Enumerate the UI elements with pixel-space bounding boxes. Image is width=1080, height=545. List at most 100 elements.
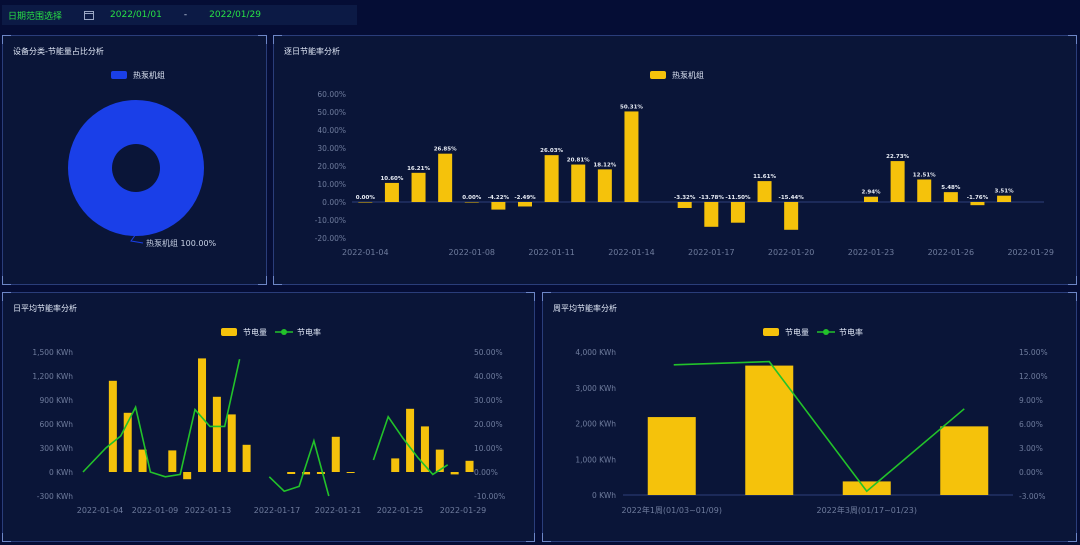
daily-bar (597, 169, 612, 202)
wavg-bar (842, 481, 891, 495)
daily-bar (784, 202, 799, 230)
davg-y-left-tick: 300 KWh (39, 444, 73, 453)
daily-bar-label: 10.60% (380, 176, 403, 182)
wavg-y-left-tick: 4,000 KWh (575, 348, 616, 357)
davg-bar (302, 472, 311, 475)
davg-y-left-tick: 1,500 KWh (32, 348, 73, 357)
daily-y-tick: 40.00% (317, 126, 346, 135)
daily-bar (890, 161, 905, 202)
davg-y-left-tick: 900 KWh (39, 396, 73, 405)
weekly-avg-panel: 周平均节能率分析 节电量 节电率 4,000 KWh 3,000 KWh 2,000 K… (542, 292, 1077, 542)
davg-bar (406, 408, 415, 472)
weekly-avg-panel-title: 周平均节能率分析 (553, 304, 617, 313)
daily-bar-label: -2.49% (514, 195, 536, 201)
davg-legend-rate-label: 节电率 (297, 327, 321, 337)
wavg-bar (940, 426, 989, 495)
daily-avg-chart: 节电量 节电率 1,500 KWh 1,200 KWh 900 KWh 600 KWh 30… (32, 327, 505, 515)
daily-bar-label: 18.12% (593, 162, 616, 168)
end-date-input[interactable]: 2022/01/29 (209, 10, 262, 20)
daily-bar (438, 153, 453, 202)
daily-bar-label: 12.51% (913, 172, 936, 178)
daily-bar (864, 196, 878, 202)
daily-y-tick: 60.00% (317, 90, 346, 99)
davg-rate-line (82, 359, 241, 478)
daily-bar-label: -11.50% (725, 195, 751, 201)
davg-y-left-tick: 600 KWh (39, 420, 73, 429)
daily-y-tick: 0.00% (322, 198, 346, 207)
date-range-filter[interactable]: 日期范围选择 2022/01/01 - 2022/01/29 (2, 5, 357, 25)
davg-rate-line (372, 415, 449, 476)
davg-bar (138, 449, 147, 472)
daily-bar-label: 2.94% (861, 190, 881, 196)
wavg-legend-energy-label: 节电量 (785, 327, 809, 337)
daily-bar (624, 111, 639, 202)
daily-y-tick: -10.00% (315, 216, 346, 225)
davg-bar (108, 380, 117, 472)
davg-y-right-tick: -10.00% (474, 492, 505, 501)
wavg-legend-rate-swatch-dot (823, 329, 829, 335)
daily-bar-label: 5.48% (941, 185, 961, 191)
davg-bar (450, 472, 459, 475)
davg-bar (316, 472, 325, 474)
davg-bar (123, 412, 132, 472)
wavg-bar (647, 417, 696, 495)
davg-x-tick: 2022-01-29 (440, 506, 487, 515)
wavg-x-tick: 2022年3周(01/17~01/23) (816, 505, 917, 515)
davg-legend-energy-swatch (221, 328, 237, 336)
wavg-y-right-tick: 9.00% (1019, 396, 1043, 405)
daily-bar-label: 20.81% (567, 158, 590, 164)
wavg-legend-energy-swatch (763, 328, 779, 336)
weekly-avg-chart: 节电量 节电率 4,000 KWh 3,000 KWh 2,000 KWh 1,000 K… (575, 327, 1048, 515)
davg-x-tick: 2022-01-21 (315, 506, 362, 515)
daily-x-tick: 2022-01-26 (928, 248, 975, 257)
daily-bar-label: -4.22% (488, 195, 510, 201)
daily-bar (730, 202, 745, 223)
davg-bar (331, 436, 340, 472)
daily-bar (571, 164, 586, 202)
davg-bar (420, 426, 429, 472)
wavg-rate-line (673, 360, 965, 493)
calendar-icon[interactable] (84, 10, 95, 20)
daily-bar (677, 202, 692, 208)
davg-y-right-tick: 0.00% (474, 468, 498, 477)
daily-y-tick: -20.00% (315, 234, 346, 243)
daily-bar (757, 181, 772, 202)
daily-bar (464, 202, 479, 203)
davg-x-tick: 2022-01-04 (77, 506, 124, 515)
daily-bar (704, 202, 719, 227)
daily-rate-panel: 逐日节能率分析 热泵机组 60.00% 50.00% 40.00% 30.00% 20.0… (273, 35, 1077, 285)
wavg-y-left-tick: 2,000 KWh (575, 420, 616, 429)
davg-y-right-tick: 20.00% (474, 420, 503, 429)
pie-panel: 设备分类-节能量占比分析 热泵机组 热泵机组 100.00% (2, 35, 267, 285)
daily-avg-panel: 日平均节能率分析 节电量 节电率 1,500 KWh 1,200 KWh 900 KWh… (2, 292, 535, 542)
daily-x-tick: 2022-01-08 (449, 248, 496, 257)
daily-bar (411, 172, 426, 202)
daily-bar-label: -13.78% (699, 195, 725, 201)
daily-legend-label: 热泵机组 (672, 70, 704, 80)
davg-bar (183, 472, 192, 480)
wavg-y-right-tick: -3.00% (1019, 492, 1046, 501)
davg-bar (435, 449, 444, 472)
start-date-input[interactable]: 2022/01/01 (110, 10, 162, 20)
wavg-x-tick: 2022年1周(01/03~01/09) (621, 505, 722, 515)
davg-y-right-tick: 30.00% (474, 396, 503, 405)
date-range-label: 日期范围选择 (8, 11, 63, 22)
daily-x-tick: 2022-01-11 (528, 248, 575, 257)
wavg-y-right-tick: 6.00% (1019, 420, 1043, 429)
daily-bar-label: 0.00% (356, 195, 376, 201)
daily-bar-label: 0.00% (462, 195, 482, 201)
davg-y-left-tick: -300 KWh (37, 492, 73, 501)
davg-y-left-tick: 1,200 KWh (32, 372, 73, 381)
daily-bar-label: 50.31% (620, 104, 643, 110)
pie-slice-heat-pump (68, 100, 204, 236)
daily-bar (358, 202, 373, 203)
daily-bar (518, 202, 532, 207)
wavg-legend-rate-label: 节电率 (839, 327, 863, 337)
davg-bar (346, 472, 355, 473)
daily-bar-label: 11.61% (753, 174, 776, 180)
davg-bar (287, 472, 296, 474)
daily-avg-panel-title: 日平均节能率分析 (13, 304, 77, 313)
wavg-y-right-tick: 15.00% (1019, 348, 1048, 357)
daily-bar (943, 192, 958, 202)
daily-rate-panel-title: 逐日节能率分析 (284, 47, 340, 56)
